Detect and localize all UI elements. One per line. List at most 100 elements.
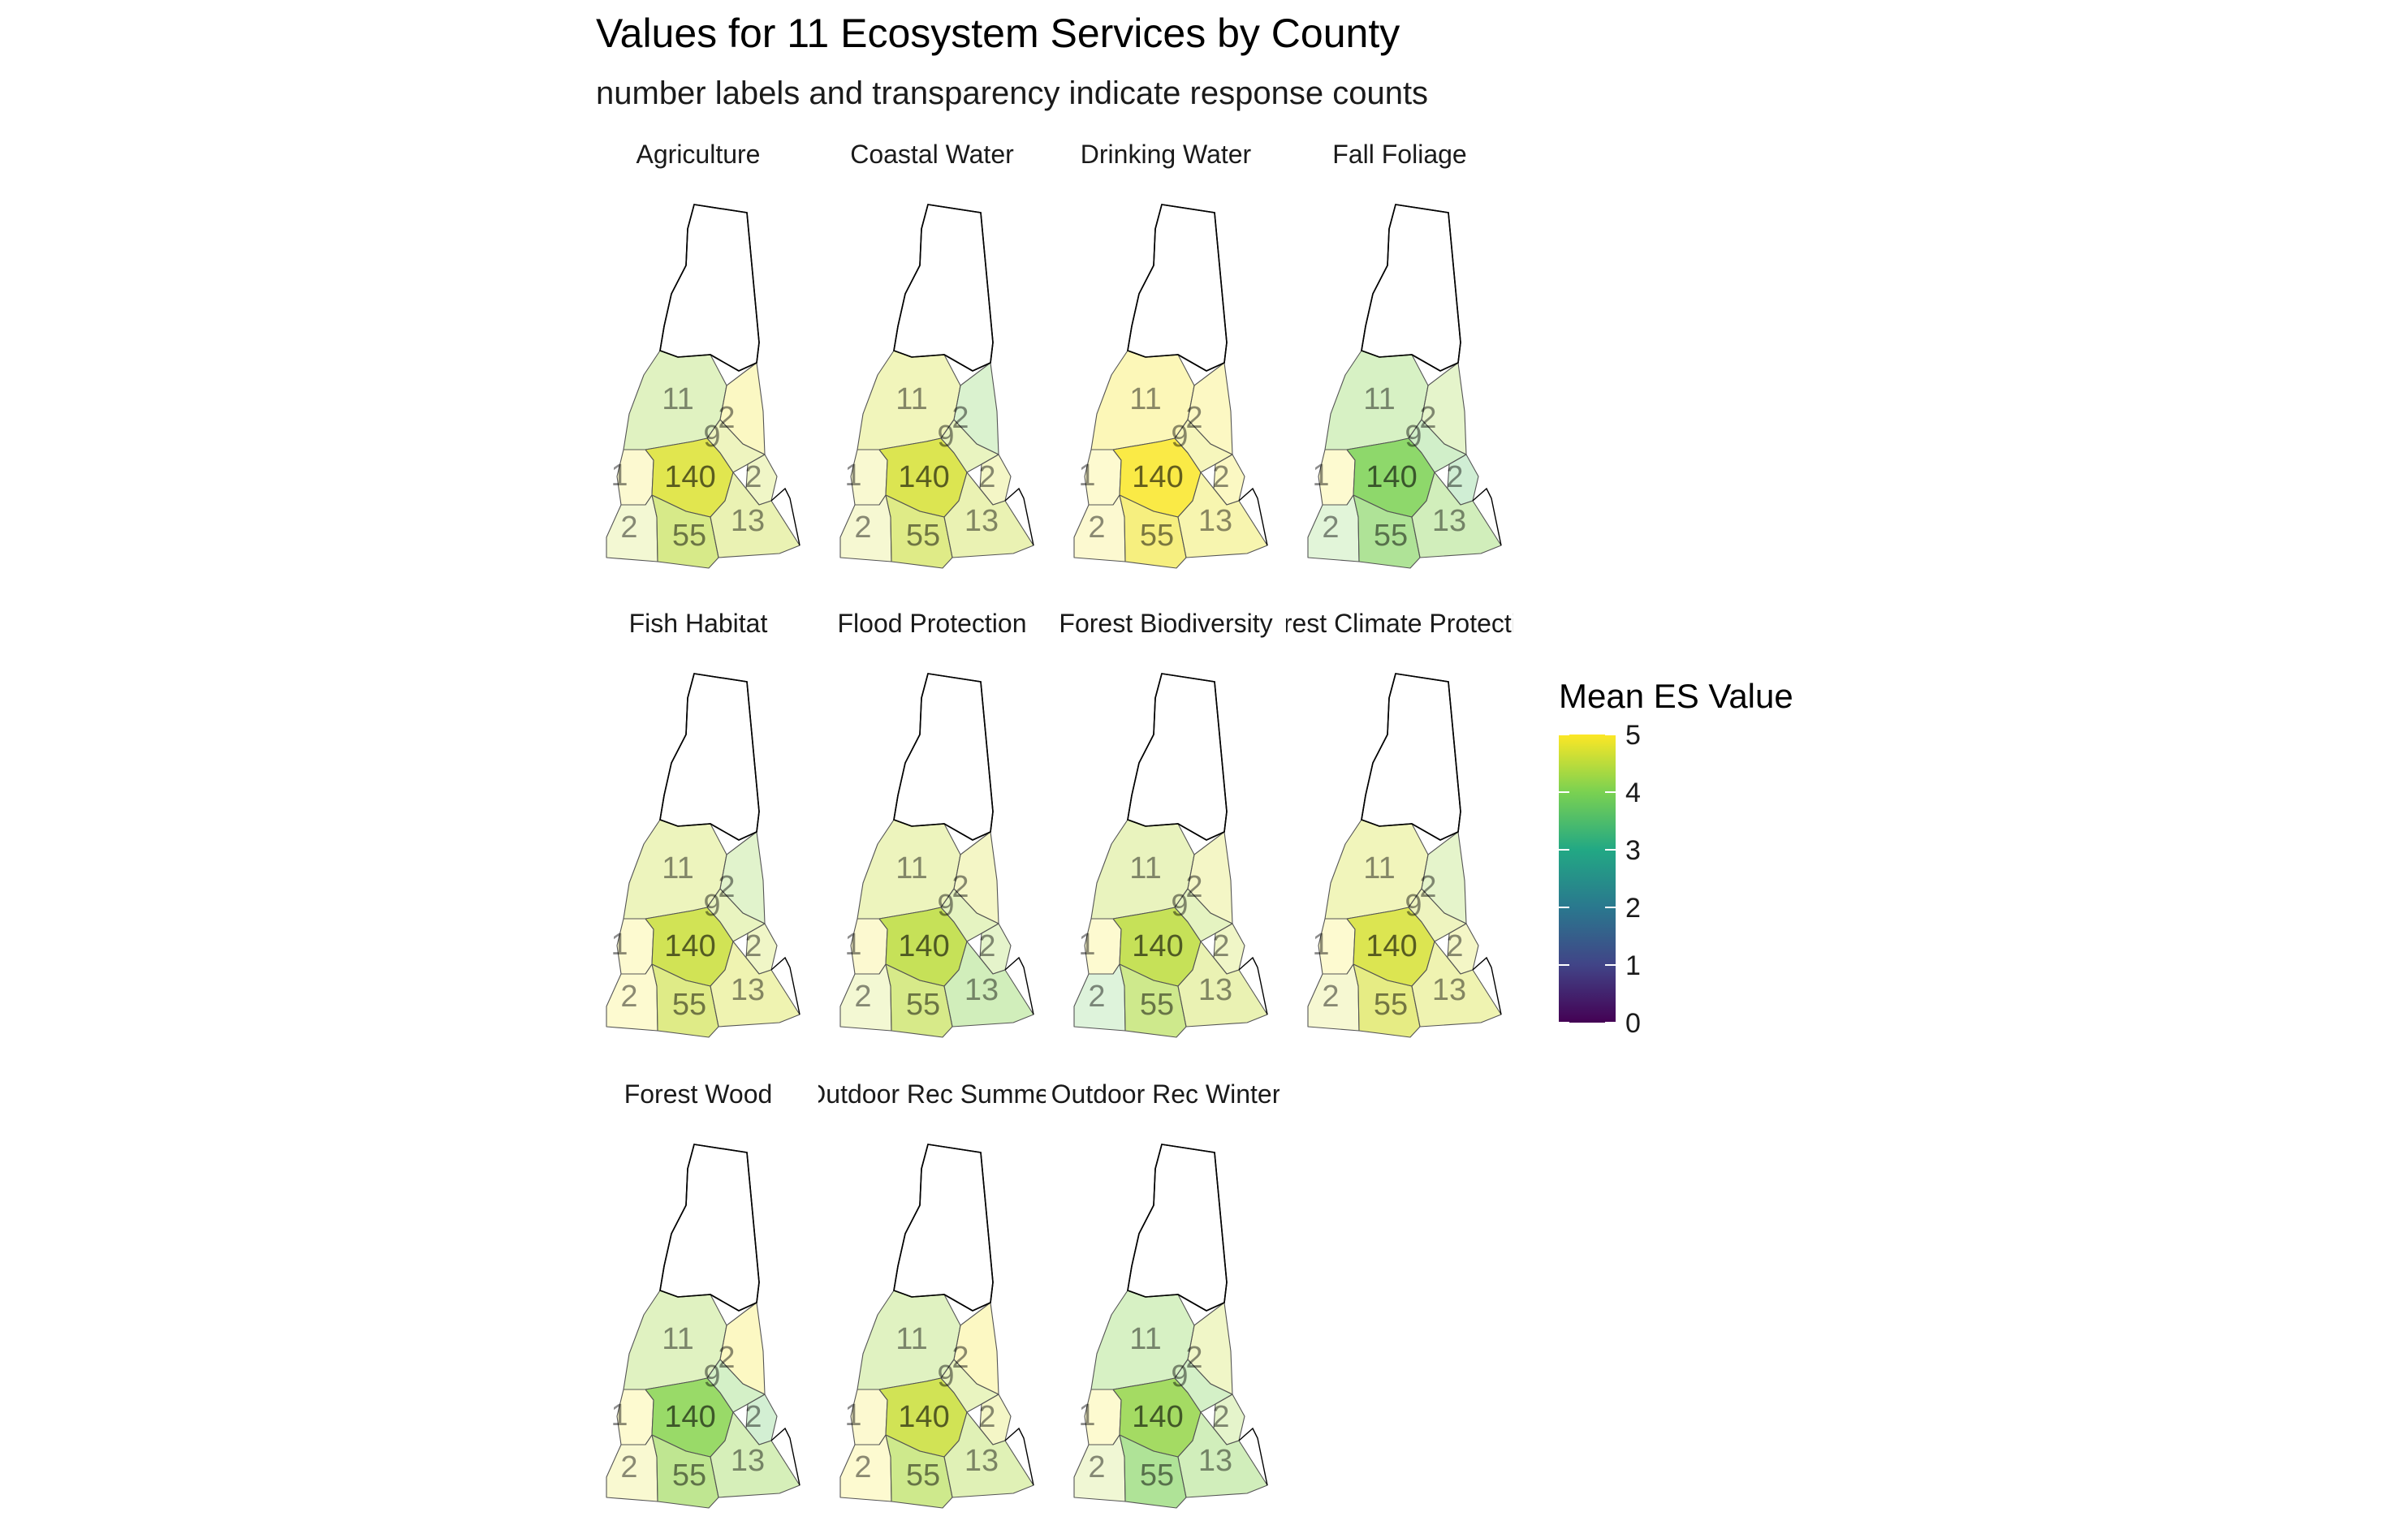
county-south	[651, 494, 719, 569]
count-label: 140	[1366, 460, 1417, 494]
count-label: 55	[672, 988, 706, 1022]
count-label: 2	[1088, 511, 1105, 545]
coast-line	[770, 956, 801, 1015]
count-label: 140	[1366, 929, 1417, 963]
legend-tick-label: 1	[1625, 950, 1641, 981]
count-label: 11	[1363, 851, 1395, 885]
count-label: 9	[1171, 420, 1188, 454]
county-south	[885, 1434, 953, 1509]
facet-label: Flood Protection	[837, 609, 1026, 638]
count-label: 11	[1129, 851, 1161, 885]
coast-line	[1238, 1427, 1268, 1486]
county-southeast	[943, 941, 1034, 1027]
facet-label: Forest Wood	[624, 1079, 773, 1109]
count-label: 9	[703, 1359, 720, 1394]
facet-label: Coastal Water	[850, 140, 1014, 169]
count-label: 2	[718, 870, 735, 904]
coast-line	[1472, 487, 1502, 546]
count-label: 9	[1405, 889, 1422, 923]
count-label: 2	[854, 980, 871, 1014]
count-label: 13	[731, 973, 765, 1007]
count-label: 13	[731, 504, 765, 538]
legend-title: Mean ES Value	[1559, 677, 1793, 715]
county-southeast	[710, 472, 801, 558]
count-label: 140	[1132, 1400, 1183, 1434]
count-label: 1	[611, 928, 628, 962]
count-label: 2	[1212, 1400, 1229, 1434]
count-label: 11	[1363, 382, 1395, 416]
county-southeast	[710, 1411, 801, 1498]
count-label: 11	[662, 851, 693, 885]
count-label: 140	[898, 460, 949, 494]
legend-tick-label: 3	[1625, 835, 1641, 866]
count-label: 13	[1198, 1444, 1232, 1478]
county-south	[1119, 963, 1187, 1038]
legend-tick-label: 0	[1625, 1008, 1641, 1039]
count-label: 1	[844, 459, 861, 493]
count-label: 1	[611, 459, 628, 493]
count-label: 55	[672, 519, 706, 553]
color-legend: Mean ES Value 5 4 3 2 1 0	[1559, 677, 1793, 1039]
count-label: 9	[937, 420, 954, 454]
count-label: 55	[1374, 519, 1408, 553]
count-label: 9	[703, 889, 720, 923]
count-label: 2	[978, 929, 995, 963]
count-label: 2	[1212, 929, 1229, 963]
count-label: 9	[1405, 420, 1422, 454]
count-label: 2	[978, 460, 995, 494]
count-label: 140	[1132, 929, 1183, 963]
county-south	[1119, 494, 1187, 569]
county-south	[651, 963, 719, 1038]
count-label: 2	[854, 511, 871, 545]
count-label: 2	[1185, 401, 1202, 435]
count-label: 2	[1419, 870, 1436, 904]
coast-line	[1004, 1427, 1034, 1486]
count-label: 9	[937, 1359, 954, 1394]
state-border	[1361, 673, 1461, 841]
count-label: 55	[672, 1458, 706, 1493]
facet-label: Forest Climate Protection	[1253, 609, 1546, 638]
count-label: 55	[1140, 988, 1174, 1022]
count-label: 2	[1185, 870, 1202, 904]
count-label: 9	[1171, 889, 1188, 923]
county-south	[885, 963, 953, 1038]
facet-label: Forest Biodiversity	[1059, 609, 1272, 638]
state-border	[659, 1144, 760, 1312]
count-label: 1	[844, 928, 861, 962]
coast-line	[770, 487, 801, 546]
count-label: 2	[1185, 1341, 1202, 1375]
count-label: 2	[952, 401, 969, 435]
chart-subtitle: number labels and transparency indicate …	[596, 75, 1428, 111]
count-label: 140	[664, 929, 715, 963]
state-border	[893, 1144, 994, 1312]
count-label: 1	[1312, 459, 1329, 493]
county-southeast	[1177, 1411, 1268, 1498]
legend-tick-label: 4	[1625, 778, 1641, 808]
county-south	[1353, 494, 1421, 569]
count-label: 13	[1432, 973, 1466, 1007]
count-label: 2	[1446, 460, 1463, 494]
count-label: 11	[895, 1322, 927, 1356]
count-label: 11	[1129, 382, 1161, 416]
count-label: 2	[952, 1341, 969, 1375]
count-label: 2	[952, 870, 969, 904]
count-label: 140	[898, 1400, 949, 1434]
coast-line	[1004, 487, 1034, 546]
count-label: 2	[1446, 929, 1463, 963]
count-label: 13	[731, 1444, 765, 1478]
county-southeast	[943, 1411, 1034, 1498]
county-southeast	[1177, 941, 1268, 1027]
facet-label: Drinking Water	[1081, 140, 1252, 169]
count-label: 55	[906, 1458, 940, 1493]
count-label: 55	[906, 519, 940, 553]
county-southeast	[710, 941, 801, 1027]
state-border	[1127, 1144, 1228, 1312]
count-label: 9	[703, 420, 720, 454]
